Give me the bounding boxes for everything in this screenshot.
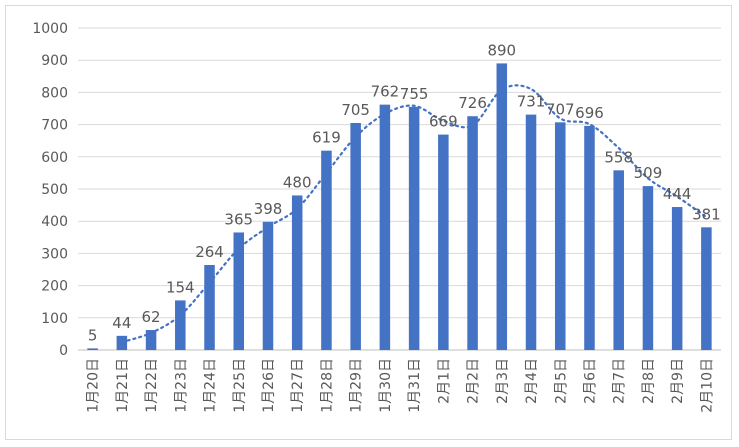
data-label: 707 [546, 100, 575, 118]
x-tick-label: 1月25日 [232, 358, 248, 413]
y-tick-label: 900 [41, 53, 68, 69]
bar [554, 122, 566, 350]
data-label: 755 [400, 85, 429, 103]
data-label: 154 [166, 278, 195, 296]
y-axis-ticks: 0 100 200 300 400 500 600 700 800 900 1000 [32, 21, 68, 359]
x-tick-label: 1月26日 [261, 358, 277, 413]
y-tick-label: 300 [41, 246, 68, 262]
bar [467, 116, 478, 350]
y-tick-label: 500 [41, 182, 68, 198]
data-label: 726 [458, 94, 487, 112]
x-tick-label: 2月10日 [699, 358, 715, 413]
trendline [120, 84, 708, 344]
data-label: 381 [692, 205, 721, 223]
bar [233, 232, 245, 350]
x-tick-label: 1月27日 [290, 358, 306, 413]
bar [350, 122, 361, 351]
x-tick-label: 1月20日 [86, 358, 102, 413]
bar [438, 134, 449, 350]
x-tick-label: 1月31日 [407, 358, 423, 413]
bar [321, 150, 332, 350]
y-tick-label: 600 [41, 150, 68, 166]
y-tick-label: 400 [41, 214, 68, 230]
x-tick-label: 1月29日 [349, 358, 365, 413]
data-label: 731 [517, 93, 546, 111]
data-label: 669 [429, 113, 458, 131]
x-tick-label: 1月30日 [378, 358, 394, 413]
bar-chart: 0 100 200 300 400 500 600 700 800 900 1000 5 44 62 15… [32, 21, 721, 413]
x-tick-label: 2月8日 [641, 358, 657, 404]
y-tick-label: 700 [41, 118, 68, 134]
bar [262, 221, 274, 350]
x-tick-label: 1月24日 [203, 358, 219, 413]
bar [291, 195, 303, 350]
chart-frame: 0 100 200 300 400 500 600 700 800 900 1000 5 44 62 15… [5, 5, 732, 440]
data-label: 5 [88, 326, 98, 344]
x-tick-label: 2月1日 [436, 358, 452, 404]
data-label: 762 [371, 83, 400, 101]
x-tick-label: 2月9日 [670, 358, 686, 404]
data-label: 444 [663, 185, 692, 203]
y-tick-label: 800 [41, 85, 68, 101]
bar [204, 264, 215, 350]
bar [671, 207, 683, 350]
bar [408, 106, 420, 350]
y-tick-label: 0 [59, 343, 68, 359]
bar [584, 125, 595, 350]
x-axis-ticks: 1月20日 1月21日 1月22日 1月23日 1月24日 1月25日 1月26日 1月27日… [86, 358, 716, 413]
x-tick-label: 2月5日 [553, 358, 569, 404]
bars [87, 63, 712, 351]
x-tick-label: 2月7日 [612, 358, 628, 404]
x-tick-label: 2月3日 [495, 358, 511, 404]
bar [613, 170, 624, 350]
bar [379, 104, 391, 350]
data-label: 62 [142, 308, 161, 326]
data-label: 365 [224, 210, 253, 228]
data-label: 44 [112, 314, 131, 332]
y-tick-label: 100 [41, 311, 68, 327]
y-tick-label: 1000 [32, 21, 68, 37]
y-tick-label: 200 [41, 279, 68, 295]
bar [642, 186, 654, 350]
bar [496, 63, 508, 351]
x-tick-label: 1月21日 [115, 358, 131, 413]
x-tick-label: 2月4日 [524, 358, 540, 404]
data-label: 558 [604, 148, 633, 166]
gridlines [78, 27, 721, 351]
data-label: 509 [634, 164, 663, 182]
data-label: 480 [283, 173, 312, 191]
x-tick-label: 2月6日 [582, 358, 598, 404]
bar [87, 348, 98, 350]
data-label: 705 [341, 101, 370, 119]
data-label: 398 [254, 200, 283, 218]
moving-average-trendline [120, 84, 708, 344]
data-label: 619 [312, 129, 341, 147]
bar [145, 330, 157, 350]
x-tick-label: 1月28日 [319, 358, 335, 413]
data-label: 696 [575, 104, 604, 122]
bar [525, 114, 537, 350]
x-tick-label: 1月23日 [173, 358, 189, 413]
x-tick-label: 2月2日 [466, 358, 482, 404]
bar [175, 300, 186, 350]
data-label: 890 [487, 41, 516, 59]
bar [701, 227, 712, 350]
x-tick-label: 1月22日 [144, 358, 160, 413]
data-label: 264 [195, 243, 224, 261]
